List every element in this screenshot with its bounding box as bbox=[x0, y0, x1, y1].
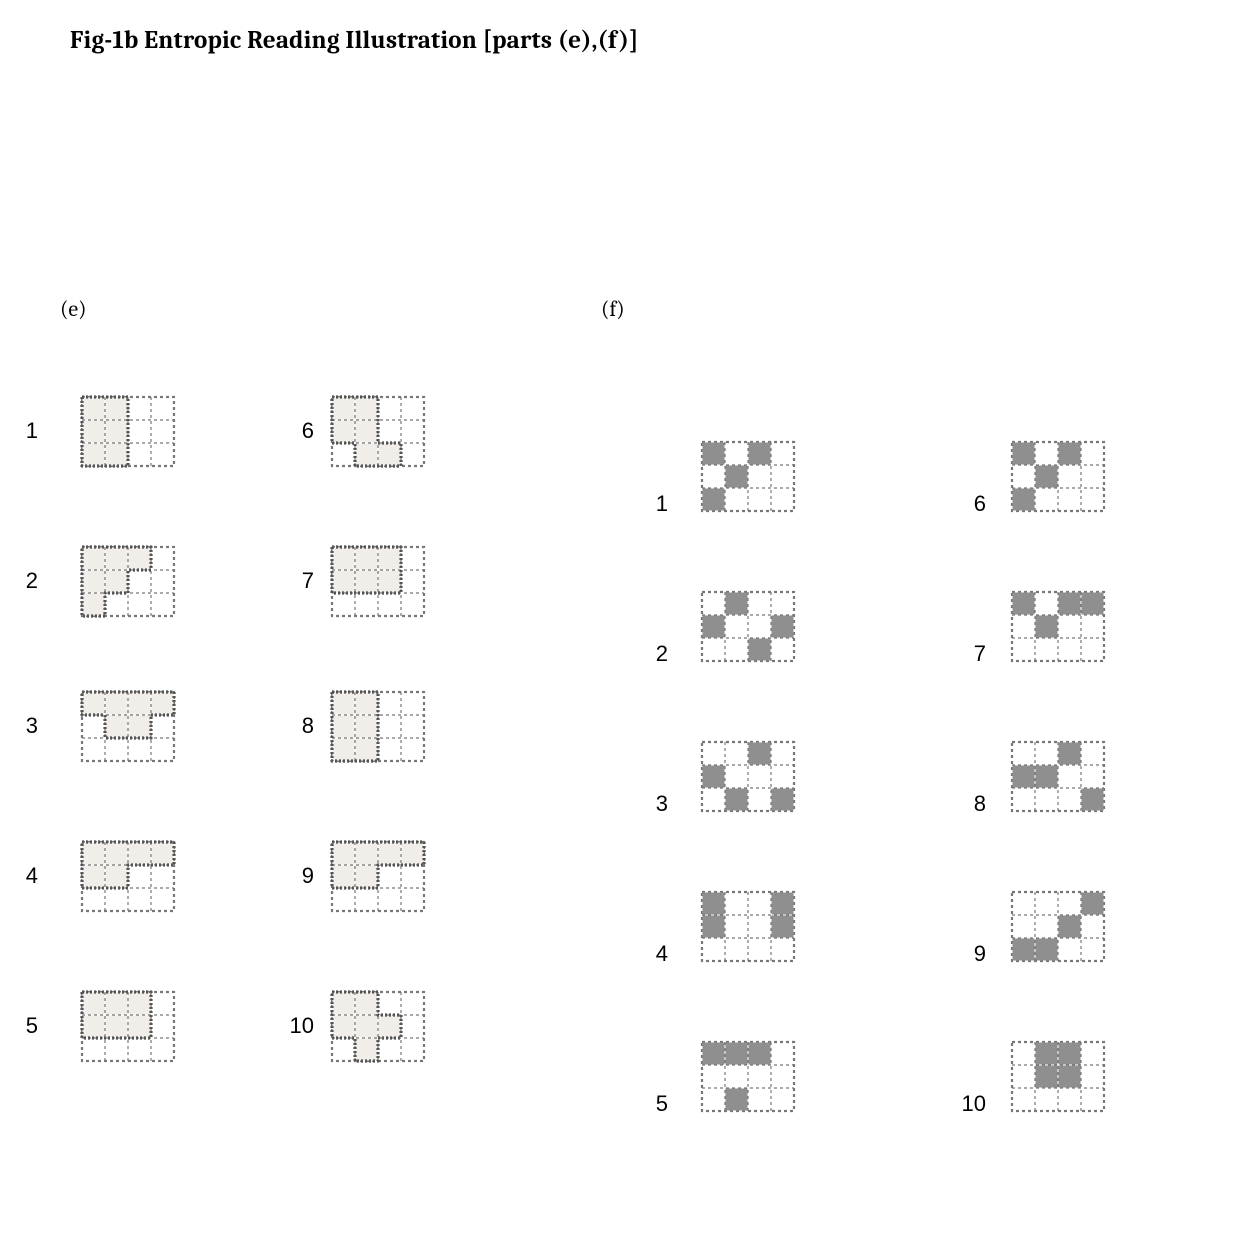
label-e-3: 3 bbox=[8, 713, 38, 739]
grid-e-7 bbox=[330, 545, 426, 618]
label-f-4: 4 bbox=[638, 941, 668, 967]
grid-f-8 bbox=[1010, 740, 1106, 813]
label-e-8: 8 bbox=[284, 713, 314, 739]
grid-f-2 bbox=[700, 590, 796, 663]
label-e-6: 6 bbox=[284, 418, 314, 444]
grid-e-10 bbox=[330, 990, 426, 1063]
label-f-1: 1 bbox=[638, 491, 668, 517]
grid-e-6 bbox=[330, 395, 426, 468]
grid-f-7 bbox=[1010, 590, 1106, 663]
label-f-10: 10 bbox=[956, 1091, 986, 1117]
label-f-6: 6 bbox=[956, 491, 986, 517]
grid-e-9 bbox=[330, 840, 426, 913]
label-e-7: 7 bbox=[284, 568, 314, 594]
grid-f-4 bbox=[700, 890, 796, 963]
label-e-9: 9 bbox=[284, 863, 314, 889]
label-e-4: 4 bbox=[8, 863, 38, 889]
grid-f-9 bbox=[1010, 890, 1106, 963]
grid-f-6 bbox=[1010, 440, 1106, 513]
label-e-2: 2 bbox=[8, 568, 38, 594]
grid-e-3 bbox=[80, 690, 176, 763]
label-f-9: 9 bbox=[956, 941, 986, 967]
grid-e-4 bbox=[80, 840, 176, 913]
label-e-10: 10 bbox=[284, 1013, 314, 1039]
grid-e-8 bbox=[330, 690, 426, 763]
part-f-label: (f) bbox=[601, 296, 625, 322]
grid-f-10 bbox=[1010, 1040, 1106, 1113]
label-e-1: 1 bbox=[8, 418, 38, 444]
figure-title: Fig-1b Entropic Reading Illustration [pa… bbox=[70, 26, 639, 55]
grid-e-5 bbox=[80, 990, 176, 1063]
grid-f-5 bbox=[700, 1040, 796, 1113]
label-f-2: 2 bbox=[638, 641, 668, 667]
grid-e-2 bbox=[80, 545, 176, 618]
label-f-5: 5 bbox=[638, 1091, 668, 1117]
label-e-5: 5 bbox=[8, 1013, 38, 1039]
grid-f-3 bbox=[700, 740, 796, 813]
grid-f-1 bbox=[700, 440, 796, 513]
label-f-8: 8 bbox=[956, 791, 986, 817]
label-f-7: 7 bbox=[956, 641, 986, 667]
part-e-label: (e) bbox=[60, 296, 87, 322]
label-f-3: 3 bbox=[638, 791, 668, 817]
grid-e-1 bbox=[80, 395, 176, 468]
